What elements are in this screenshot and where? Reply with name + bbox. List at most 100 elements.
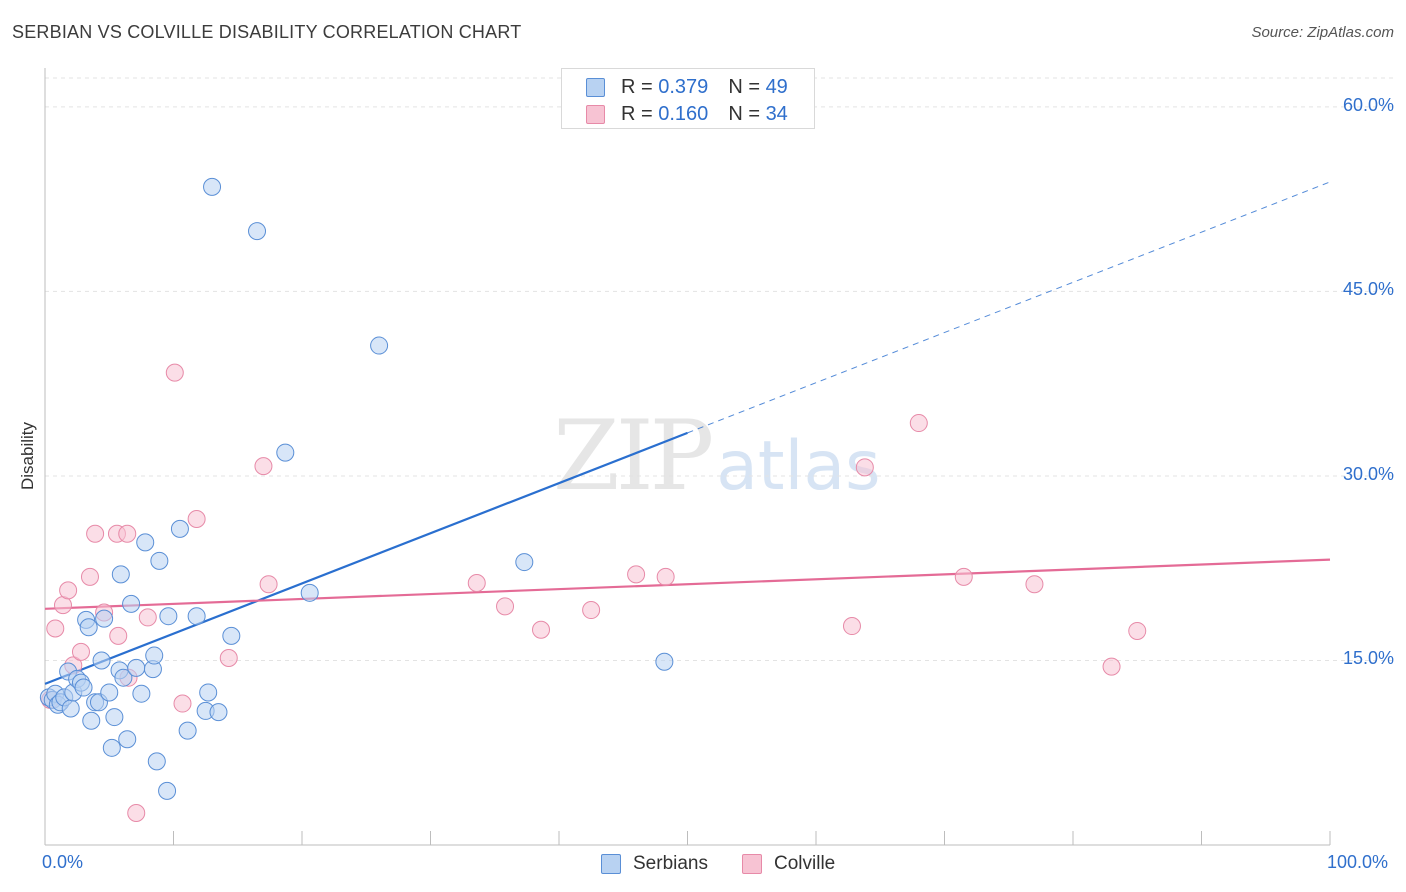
x-tick-label-max: 100.0% [1327,852,1389,872]
serbians-point [276,443,295,462]
colville-point [855,458,874,477]
bottom-legend-colville: Colville [742,851,835,877]
serbians-point [122,594,141,613]
serbians-point [118,730,137,749]
serbians-point [209,703,228,722]
legend-n-value: 34 [765,102,788,125]
colville-trend-line [44,558,1331,610]
colville-point [59,581,78,600]
serbians-point [248,222,267,241]
legend-n-label: N = [728,75,760,98]
y-tick-label: 15.0% [1342,648,1394,669]
colville-point [80,567,99,586]
serbians-point [79,618,98,637]
serbians-legend-label: Serbians [633,853,708,874]
serbians-point [136,533,155,552]
serbians-point [61,699,80,718]
axes [44,68,1331,846]
serbians-trend-extension [687,181,1331,434]
legend-r-value: 0.160 [658,102,709,125]
colville-point [109,626,128,645]
serbians-point [150,551,169,570]
serbians-point [105,708,124,727]
serbians-point [102,738,121,757]
x-tick-label-min: 0.0% [42,852,84,872]
colville-point [842,617,861,636]
colville-point [254,457,273,476]
y-axis-label: Disability [18,421,37,491]
serbians-point [127,658,146,677]
serbians-point [187,607,206,626]
colville-point [46,619,65,638]
legend-row-colville: R = 0.160 N = 34 [586,102,788,126]
watermark-atlas: atlas [716,427,881,506]
colville-point [656,567,675,586]
chart-title: SERBIAN VS COLVILLE DISABILITY CORRELATI… [12,22,522,42]
colville-point [118,524,137,543]
serbians-point [170,519,189,538]
serbians-legend-swatch [601,854,621,874]
serbians-point [82,711,101,730]
colville-point [86,524,105,543]
colville-point [954,567,973,586]
y-tick-label: 45.0% [1342,279,1394,300]
serbians-point [111,565,130,584]
grid-lines [45,77,1395,661]
colville-swatch [586,104,605,124]
y-tick-label: 30.0% [1342,463,1394,484]
colville-point [173,694,192,713]
serbians-swatch [586,77,605,97]
stats-legend: R = 0.379 N = 49 R = 0.160 N = 34 [561,68,815,129]
colville-point [627,565,646,584]
serbians-point [95,609,114,628]
serbians-point [370,336,389,355]
colville-point [909,414,928,433]
colville-point [165,363,184,382]
serbians-point [515,553,534,572]
colville-legend-label: Colville [774,853,836,874]
serbians-point [145,646,164,665]
legend-r-label: R = [621,75,653,98]
watermark: ZIPatlas [553,400,881,512]
serbians-point [74,678,93,697]
legend-r-value: 0.379 [658,75,709,98]
colville-point [1025,575,1044,594]
source-label: Source: ZipAtlas.com [1251,24,1394,41]
serbians-point [158,781,177,800]
serbians-point [132,684,151,703]
colville-point [582,601,601,620]
colville-point [127,804,146,823]
serbians-point [114,668,133,687]
watermark-zip: ZIP [553,400,714,512]
colville-point [71,642,90,661]
bottom-legend-serbians: Serbians [601,851,708,877]
colville-legend-swatch [742,854,762,874]
serbians-point [300,583,319,602]
serbians-trend-line [44,431,688,685]
serbians-point [203,177,222,196]
serbians-point [178,721,197,740]
colville-point [467,573,486,592]
colville-point [532,620,551,639]
serbians-point [147,752,166,771]
serbians-point [222,626,241,645]
colville-point [496,597,515,616]
serbians-point [199,683,218,702]
y-tick-label: 60.0% [1342,94,1394,115]
serbians-point [655,652,674,671]
trend-lines [44,181,1331,685]
serbians-point [159,607,178,626]
colville-point [259,575,278,594]
legend-row-serbians: R = 0.379 N = 49 [586,75,788,99]
serbians-point [92,651,111,670]
data-points [39,177,1147,823]
colville-point [1102,657,1121,676]
colville-point [219,649,238,668]
legend-n-value: 49 [765,75,788,98]
serbians-point [100,683,119,702]
legend-n-label: N = [728,102,760,125]
colville-point [1128,621,1147,640]
legend-r-label: R = [621,102,653,125]
colville-point [187,510,206,529]
